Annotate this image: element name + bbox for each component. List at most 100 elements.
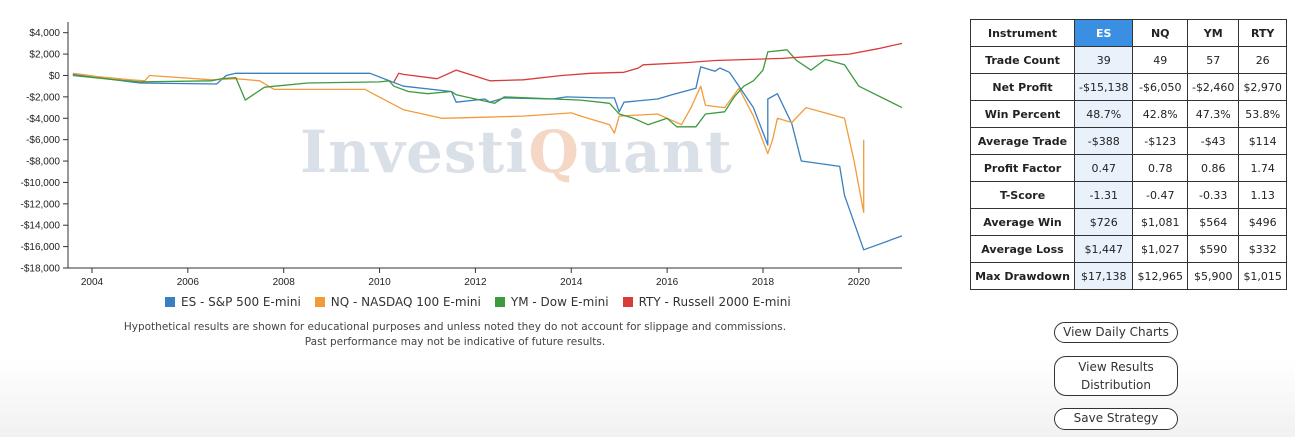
table-row: Profit Factor 0.47 0.78 0.86 1.74 xyxy=(970,154,1287,182)
y-axis: $4,000 $2,000 $0 -$2,000 -$4,000 -$6,000 -$8,0… xyxy=(21,22,69,275)
legend-swatch-nq xyxy=(314,297,325,307)
cell-ym: $5,900 xyxy=(1186,262,1240,290)
x-tick-label: 2006 xyxy=(177,277,200,288)
y-tick-label: -$2,000 xyxy=(26,92,60,103)
table-row: Average Win $726 $1,081 $564 $496 xyxy=(970,208,1287,236)
row-label: Profit Factor xyxy=(970,154,1075,182)
cell-nq: -$123 xyxy=(1132,127,1188,155)
table-row: Win Percent 48.7% 42.8% 47.3% 53.8% xyxy=(970,100,1287,128)
cell-rty: $114 xyxy=(1238,127,1287,155)
y-tick-label: $0 xyxy=(49,71,61,82)
row-label: Max Drawdown xyxy=(970,262,1075,290)
x-tick-label: 2004 xyxy=(81,277,104,288)
cell-rty: $332 xyxy=(1238,235,1287,263)
cell-rty: 1.74 xyxy=(1238,154,1287,182)
y-tick-label: $2,000 xyxy=(29,50,60,61)
cell-ym: 57 xyxy=(1186,46,1240,74)
legend-label-nq: NQ - NASDAQ 100 E-mini xyxy=(330,295,481,309)
row-label: T-Score xyxy=(970,181,1075,209)
y-tick-label: -$12,000 xyxy=(21,199,61,210)
cell-ym: 0.86 xyxy=(1186,154,1240,182)
cell-nq: 42.8% xyxy=(1132,100,1188,128)
y-tick-label: $4,000 xyxy=(29,28,60,39)
cell-nq: $1,081 xyxy=(1132,208,1188,236)
save-strategy-button[interactable]: Save Strategy xyxy=(1054,408,1178,430)
cell-ym: $590 xyxy=(1186,235,1240,263)
table-row: T-Score -1.31 -0.47 -0.33 1.13 xyxy=(970,181,1287,209)
y-tick-label: -$4,000 xyxy=(26,114,60,125)
view-results-distribution-line-1: View Results xyxy=(1078,360,1154,374)
cell-es: 39 xyxy=(1073,46,1134,74)
view-daily-charts-button[interactable]: View Daily Charts xyxy=(1054,322,1178,343)
cell-rty: $1,015 xyxy=(1238,262,1287,290)
row-label: Net Profit xyxy=(970,73,1075,101)
x-tick-label: 2016 xyxy=(656,277,679,288)
disclaimer: Hypothetical results are shown for educa… xyxy=(90,320,820,350)
x-tick-label: 2010 xyxy=(368,277,391,288)
table-row: Max Drawdown $17,138 $12,965 $5,900 $1,015 xyxy=(970,262,1287,290)
disclaimer-line-2: Past performance may not be indicative o… xyxy=(304,336,606,348)
cell-rty: 53.8% xyxy=(1238,100,1287,128)
cell-es: 0.47 xyxy=(1073,154,1134,182)
legend-label-es: ES - S&P 500 E-mini xyxy=(181,295,301,309)
cell-nq: $12,965 xyxy=(1132,262,1188,290)
view-results-distribution-button[interactable]: View Results Distribution xyxy=(1054,356,1178,396)
y-tick-label: -$18,000 xyxy=(21,264,61,275)
table-row: Trade Count 39 49 57 26 xyxy=(970,46,1287,74)
cell-ym: $564 xyxy=(1186,208,1240,236)
cell-es: $726 xyxy=(1073,208,1134,236)
cell-nq: -$6,050 xyxy=(1132,73,1188,101)
cell-es: -$388 xyxy=(1073,127,1134,155)
legend-swatch-ym xyxy=(494,297,505,307)
y-tick-label: -$6,000 xyxy=(26,135,60,146)
legend-item-ym[interactable]: YM - Dow E-mini xyxy=(494,295,609,309)
series-layer xyxy=(72,42,903,251)
cell-nq: 49 xyxy=(1132,46,1188,74)
table-row: Average Trade -$388 -$123 -$43 $114 xyxy=(970,127,1287,155)
header-es[interactable]: ES xyxy=(1073,19,1134,47)
row-label: Trade Count xyxy=(970,46,1075,74)
x-tick-label: 2014 xyxy=(560,277,583,288)
legend-swatch-es xyxy=(165,297,175,307)
cell-rty: 1.13 xyxy=(1238,181,1287,209)
cell-es: -1.31 xyxy=(1073,181,1134,209)
header-nq[interactable]: NQ xyxy=(1132,19,1188,47)
x-tick-label: 2018 xyxy=(752,277,775,288)
view-results-distribution-line-2: Distribution xyxy=(1080,378,1151,392)
legend-item-rty[interactable]: RTY - Russell 2000 E-mini xyxy=(622,295,791,309)
y-tick-label: -$8,000 xyxy=(26,157,60,168)
cell-ym: 47.3% xyxy=(1186,100,1240,128)
x-tick-label: 2008 xyxy=(273,277,296,288)
cell-rty: $2,970 xyxy=(1238,73,1287,101)
disclaimer-line-1: Hypothetical results are shown for educa… xyxy=(123,321,787,333)
header-rty[interactable]: RTY xyxy=(1238,19,1287,47)
stats-table: Instrument ES NQ YM RTY Trade Count 39 49 5… xyxy=(970,19,1287,290)
row-label: Average Trade xyxy=(970,127,1075,155)
table-row: Net Profit -$15,138 -$6,050 -$2,460 $2,970 xyxy=(970,73,1287,101)
row-label: Win Percent xyxy=(970,100,1075,128)
cell-es: $1,447 xyxy=(1073,235,1134,263)
row-label: Average Win xyxy=(970,208,1075,236)
cell-es: -$15,138 xyxy=(1073,73,1134,101)
cell-nq: -0.47 xyxy=(1132,181,1188,209)
y-tick-label: -$10,000 xyxy=(21,178,61,189)
cell-es: $17,138 xyxy=(1073,262,1134,290)
legend-label-ym: YM - Dow E-mini xyxy=(510,295,609,309)
x-tick-label: 2020 xyxy=(848,277,871,288)
legend-swatch-rty xyxy=(622,297,633,307)
x-tick-label: 2012 xyxy=(464,277,487,288)
cell-ym: -0.33 xyxy=(1186,181,1240,209)
cell-rty: $496 xyxy=(1238,208,1287,236)
table-row: Average Loss $1,447 $1,027 $590 $332 xyxy=(970,235,1287,263)
series-line-es xyxy=(72,66,903,251)
series-line-rty xyxy=(393,42,903,83)
header-ym[interactable]: YM xyxy=(1186,19,1240,47)
cell-nq: 0.78 xyxy=(1132,154,1188,182)
y-tick-label: -$16,000 xyxy=(21,242,61,253)
legend-item-es[interactable]: ES - S&P 500 E-mini xyxy=(165,295,301,309)
legend-item-nq[interactable]: NQ - NASDAQ 100 E-mini xyxy=(314,295,481,309)
cell-nq: $1,027 xyxy=(1132,235,1188,263)
cell-rty: 26 xyxy=(1238,46,1287,74)
equity-chart: $4,000 $2,000 $0 -$2,000 -$4,000 -$6,000 -$8,0… xyxy=(21,22,903,350)
y-tick-label: -$14,000 xyxy=(21,221,61,232)
